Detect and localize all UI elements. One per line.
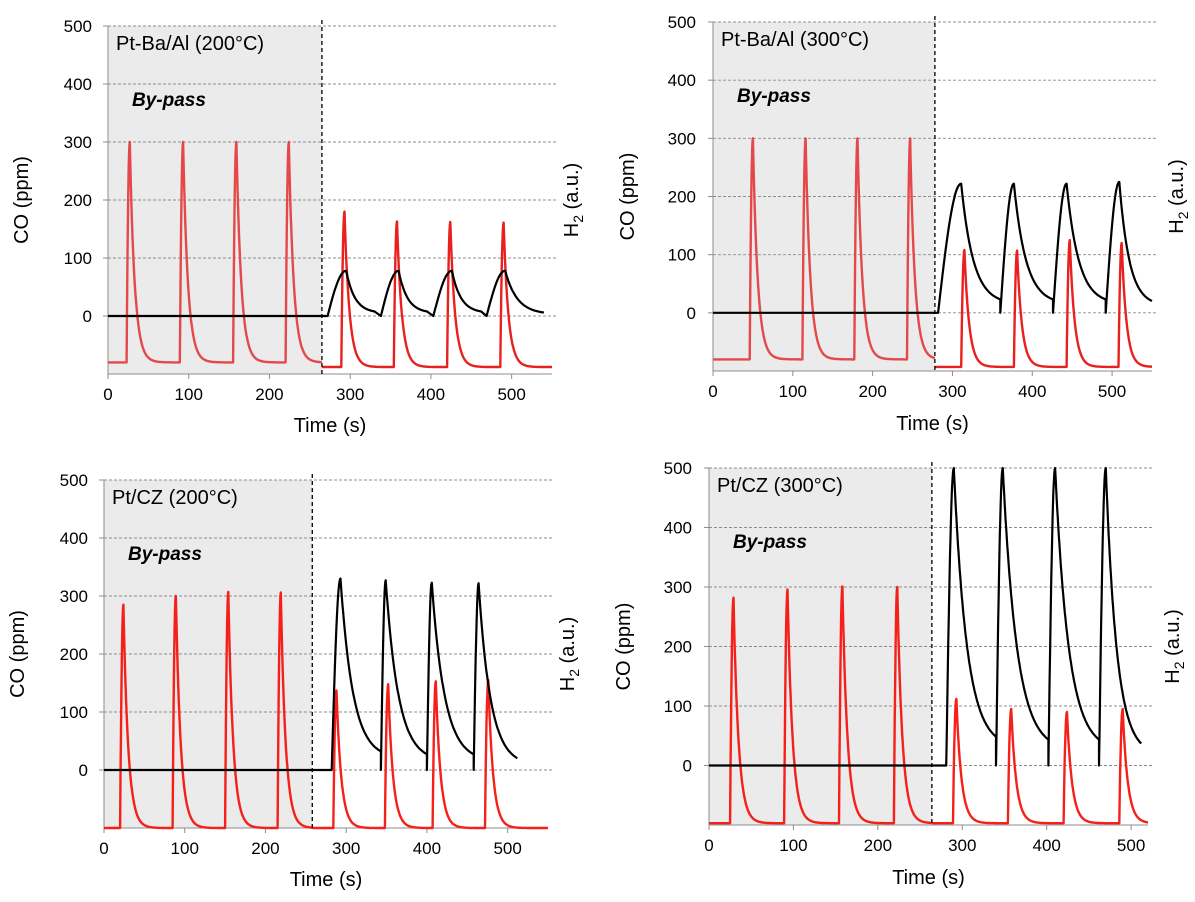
x-tick-label: 0: [708, 382, 717, 401]
x-axis-label: Time (s): [290, 869, 363, 891]
x-tick-label: 0: [99, 839, 108, 858]
series-line-co: [931, 697, 1149, 825]
series-line-h2: [104, 577, 518, 772]
y-axis-label: CO (ppm): [617, 153, 639, 241]
y-tick-label: 200: [64, 191, 92, 210]
y2-axis-label: H2 (a.u.): [1162, 609, 1187, 684]
x-tick-label: 400: [1018, 382, 1046, 401]
x-axis-label: Time (s): [892, 867, 965, 889]
x-axis-label: Time (s): [294, 415, 367, 437]
bypass-annotation: By-pass: [733, 532, 807, 553]
x-tick-label: 300: [948, 836, 976, 855]
y-tick-label: 100: [664, 697, 692, 716]
y-tick-label: 500: [64, 17, 92, 36]
x-tick-label: 500: [1117, 836, 1145, 855]
series-line-co: [934, 238, 1153, 369]
x-tick-label: 200: [255, 385, 283, 404]
chart-panel-2: 0 100 200 300 400 500 0 100 200 300 400 500 Pt-Ba/Al…: [617, 13, 1191, 435]
y-tick-label: 0: [79, 761, 88, 780]
y-tick-label: 500: [60, 471, 88, 490]
panel-title: Pt/CZ (300°C): [717, 475, 843, 497]
bypass-annotation: By-pass: [132, 90, 206, 111]
series-line-co-bypass: [708, 585, 933, 825]
y-tick-label: 400: [664, 519, 692, 538]
chart-panel-1: 0 100 200 300 400 500 0 100 200 300 400 500 Pt-Ba/Al…: [11, 17, 586, 437]
series-line-co: [321, 210, 553, 369]
bypass-annotation: By-pass: [737, 86, 811, 107]
y2-axis-label: H2 (a.u.): [557, 617, 582, 692]
y-tick-label: 0: [687, 304, 696, 323]
x-tick-label: 0: [704, 836, 713, 855]
y-tick-label: 200: [60, 645, 88, 664]
y-tick-label: 300: [60, 587, 88, 606]
y-tick-label: 500: [664, 459, 692, 478]
series-line-co-bypass: [107, 140, 323, 364]
y-tick-label: 300: [64, 133, 92, 152]
series-line-co-bypass: [712, 137, 936, 361]
x-tick-label: 300: [332, 839, 360, 858]
y-tick-label: 100: [64, 249, 92, 268]
series-line-h2: [713, 180, 1153, 314]
y-tick-label: 300: [668, 129, 696, 148]
y-axis-label: CO (ppm): [613, 603, 635, 691]
y-axis-label: CO (ppm): [11, 156, 33, 244]
series-line-co-bypass: [103, 590, 314, 830]
chart-panel-4: 0 100 200 300 400 500 0 100 200 300 400 500 Pt/CZ (3…: [613, 459, 1187, 889]
y2-axis-label: H2 (a.u.): [1166, 159, 1191, 234]
panel-title: Pt-Ba/Al (200°C): [116, 33, 264, 55]
x-tick-label: 500: [1098, 382, 1126, 401]
x-tick-label: 200: [251, 839, 279, 858]
x-tick-label: 400: [1033, 836, 1061, 855]
x-tick-label: 500: [493, 839, 521, 858]
y-tick-label: 400: [668, 71, 696, 90]
y-tick-label: 400: [60, 529, 88, 548]
panel-title: Pt/CZ (200°C): [112, 487, 238, 509]
y-tick-label: 300: [664, 578, 692, 597]
y-tick-label: 200: [664, 638, 692, 657]
x-tick-label: 100: [175, 385, 203, 404]
series-line-h2: [709, 466, 1143, 767]
x-tick-label: 100: [779, 382, 807, 401]
series-line-h2: [108, 269, 545, 318]
y-axis-label: CO (ppm): [7, 610, 29, 698]
x-tick-label: 200: [864, 836, 892, 855]
chart-panel-3: 0 100 200 300 400 500 0 100 200 300 400 500 Pt/CZ (2…: [7, 471, 582, 891]
y-tick-label: 400: [64, 75, 92, 94]
x-tick-label: 400: [413, 839, 441, 858]
y-tick-label: 100: [60, 703, 88, 722]
y-tick-label: 100: [668, 246, 696, 265]
x-tick-label: 100: [779, 836, 807, 855]
y-tick-label: 500: [668, 13, 696, 32]
x-axis-label: Time (s): [896, 413, 969, 435]
x-tick-label: 200: [858, 382, 886, 401]
y-tick-label: 0: [83, 307, 92, 326]
x-tick-label: 300: [336, 385, 364, 404]
y2-axis-label: H2 (a.u.): [561, 163, 586, 238]
bypass-annotation: By-pass: [128, 544, 202, 565]
x-tick-label: 300: [938, 382, 966, 401]
x-tick-label: 100: [171, 839, 199, 858]
panel-title: Pt-Ba/Al (300°C): [721, 29, 869, 51]
x-tick-label: 0: [103, 385, 112, 404]
x-tick-label: 500: [497, 385, 525, 404]
series-line-co: [311, 678, 549, 830]
x-tick-label: 400: [417, 385, 445, 404]
y-tick-label: 200: [668, 188, 696, 207]
y-tick-label: 0: [683, 757, 692, 776]
